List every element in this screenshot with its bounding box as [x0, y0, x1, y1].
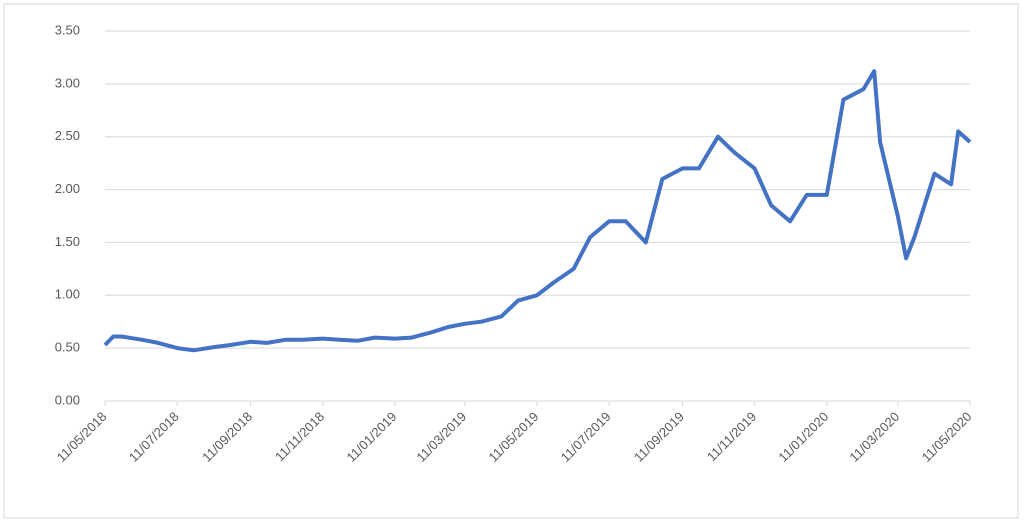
y-tick-label: 2.50 — [55, 128, 80, 143]
chart-frame — [3, 3, 1019, 519]
y-tick-label: 0.00 — [55, 392, 80, 407]
y-tick-label: 2.00 — [55, 181, 80, 196]
y-tick-label: 3.50 — [55, 22, 80, 37]
data-line — [103, 69, 972, 353]
y-tick-label: 0.50 — [55, 340, 80, 355]
y-tick-label: 1.00 — [55, 287, 80, 302]
y-tick-label: 1.50 — [55, 234, 80, 249]
y-tick-label: 3.00 — [55, 75, 80, 90]
